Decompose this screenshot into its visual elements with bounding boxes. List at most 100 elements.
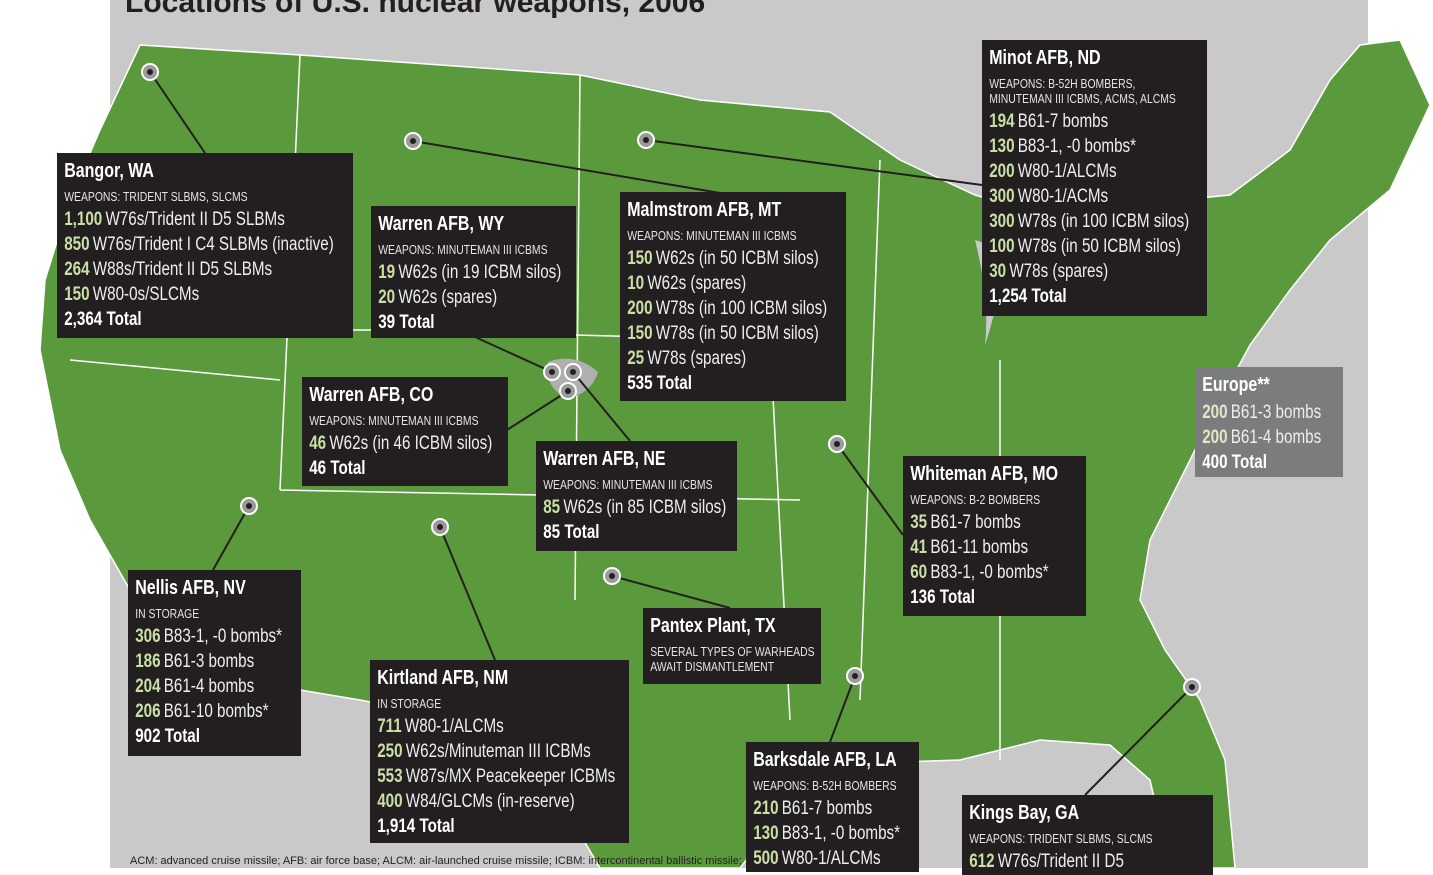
weapon-label: B61-4 bombs: [1230, 427, 1322, 448]
site-dot: [852, 673, 858, 679]
site-dot: [565, 388, 571, 394]
subtitle-line: IN STORAGE: [377, 696, 442, 711]
weapon-label: W80-0s/SLCMs: [92, 284, 200, 305]
subtitle-line: WEAPONS: MINUTEMAN III ICBMS: [378, 242, 548, 257]
weapon-label: W80-1/ALCMs: [404, 716, 504, 737]
weapon-count: 150: [627, 323, 653, 344]
weapon-item: 100 W78s (in 50 ICBM silos): [989, 234, 1200, 259]
weapon-count: 300: [989, 186, 1015, 207]
weapon-count: 60: [910, 562, 928, 583]
box-content: Barksdale AFB, LA WEAPONS: B-52H BOMBERS 2…: [746, 742, 919, 871]
subtitle: IN STORAGE: [377, 696, 622, 711]
weapon-count: 130: [753, 823, 779, 844]
weapon-count: 711: [377, 716, 402, 737]
weapon-item: 200 W80-1/ALCMs: [989, 159, 1200, 184]
subtitle: WEAPONS: TRIDENT SLBMS, SLCMS: [64, 189, 346, 204]
weapon-label: B83-1, -0 bombs*: [781, 823, 901, 844]
location-name: Kings Bay, GA: [969, 802, 1080, 824]
box-content: Malmstrom AFB, MT WEAPONS: MINUTEMAN III …: [620, 192, 846, 396]
weapon-item: 400 W84/GLCMs (in-reserve): [377, 789, 622, 814]
weapon-item: 306 B83-1, -0 bombs*: [135, 624, 294, 649]
location-name: Warren AFB, WY: [378, 213, 505, 235]
box-content: Kings Bay, GA WEAPONS: TRIDENT SLBMS, SLC…: [962, 795, 1213, 874]
weapon-count: 200: [989, 161, 1015, 182]
subtitle: SEVERAL TYPES OF WARHEADS AWAIT DISMANTLE…: [650, 644, 814, 674]
weapon-item: 130 B83-1, -0 bombs*: [989, 134, 1200, 159]
weapon-item: 264 W88s/Trident II D5 SLBMs: [64, 257, 346, 282]
site-dot: [246, 503, 252, 509]
weapon-label: W78s (in 100 ICBM silos): [655, 298, 828, 319]
weapon-count: 306: [135, 626, 161, 647]
weapon-count: 300: [989, 211, 1015, 232]
total: 46 Total: [309, 458, 366, 479]
subtitle-line: IN STORAGE: [135, 606, 200, 621]
weapon-item: 612 W76s/Trident II D5: [969, 849, 1206, 874]
weapon-item: 30 W78s (spares): [989, 259, 1200, 284]
weapon-item: 553 W87s/MX Peacekeeper ICBMs: [377, 764, 622, 789]
total: 400 Total: [1202, 452, 1267, 473]
site-dot: [609, 573, 615, 579]
weapon-item: 10 W62s (spares): [627, 271, 839, 296]
box-content: Nellis AFB, NV IN STORAGE 306 B83-1, -0 bom…: [128, 570, 301, 749]
weapon-count: 612: [969, 851, 995, 872]
total: 1,914 Total: [377, 816, 455, 837]
location-box: Bangor, WA WEAPONS: TRIDENT SLBMS, SLCMS 1…: [57, 153, 353, 338]
weapon-item: 130 B83-1, -0 bombs*: [753, 821, 912, 846]
connector: [439, 526, 496, 661]
weapon-label: W78s (in 100 ICBM silos): [1017, 211, 1190, 232]
subtitle-line: WEAPONS: TRIDENT SLBMS, SLCMS: [64, 189, 248, 204]
weapon-count: 200: [1202, 402, 1228, 423]
weapon-count: 204: [135, 676, 161, 697]
subtitle-line: MINUTEMAN III ICBMS, ACMS, ALCMS: [989, 91, 1176, 106]
weapon-item: 186 B61-3 bombs: [135, 649, 294, 674]
location-box: Minot AFB, ND WEAPONS: B-52H BOMBERS, MINU…: [982, 40, 1207, 316]
total: 1,254 Total: [989, 286, 1067, 307]
connector: [1084, 686, 1193, 796]
weapon-item: 204 B61-4 bombs: [135, 674, 294, 699]
subtitle-line: WEAPONS: TRIDENT SLBMS, SLCMS: [969, 831, 1153, 846]
weapon-item: 200 W78s (in 100 ICBM silos): [627, 296, 839, 321]
weapon-item: 150 W62s (in 50 ICBM silos): [627, 246, 839, 271]
weapon-label: W78s (in 50 ICBM silos): [655, 323, 819, 344]
location-box: Nellis AFB, NV IN STORAGE 306 B83-1, -0 bom…: [128, 570, 301, 756]
site-dot: [643, 137, 649, 143]
weapon-label: B61-4 bombs: [163, 676, 255, 697]
weapon-item: 41 B61-11 bombs: [910, 535, 1079, 560]
weapon-label: W76s/Trident II D5 SLBMs: [105, 209, 285, 230]
connector: [645, 139, 983, 186]
weapon-label: W80-1/ALCMs: [1017, 161, 1117, 182]
weapon-count: 10: [627, 273, 645, 294]
location-box: Barksdale AFB, LA WEAPONS: B-52H BOMBERS 2…: [746, 742, 919, 872]
box-content: Warren AFB, WY WEAPONS: MINUTEMAN III ICB…: [371, 206, 576, 335]
connector: [506, 390, 569, 431]
total: 535 Total: [627, 373, 692, 394]
weapon-count: 35: [910, 512, 928, 533]
weapon-count: 250: [377, 741, 403, 762]
connector: [611, 575, 731, 609]
weapon-label: W76s/Trident I C4 SLBMs (inactive): [92, 234, 334, 255]
site-dot: [147, 69, 153, 75]
weapon-count: 264: [64, 259, 90, 280]
weapon-item: 711 W80-1/ALCMs: [377, 714, 622, 739]
weapon-count: 210: [753, 798, 779, 819]
location-name: Whiteman AFB, MO: [910, 463, 1059, 485]
site-dot: [834, 441, 840, 447]
box-content: Kirtland AFB, NM IN STORAGE 711 W80-1/ALCMs…: [370, 660, 629, 839]
weapon-item: 194 B61-7 bombs: [989, 109, 1200, 134]
title: Locations of U.S. nuclear weapons, 2006: [125, 0, 706, 19]
weapon-item: 150 W80-0s/SLCMs: [64, 282, 346, 307]
weapon-item: 46 W62s (in 46 ICBM silos): [309, 431, 501, 456]
weapon-label: W78s (in 50 ICBM silos): [1017, 236, 1181, 257]
subtitle-line: WEAPONS: B-2 BOMBERS: [910, 492, 1041, 507]
weapon-label: W80-1/ALCMs: [781, 848, 881, 869]
subtitle-line: WEAPONS: B-52H BOMBERS,: [989, 76, 1136, 91]
subtitle: IN STORAGE: [135, 606, 294, 621]
subtitle: WEAPONS: B-52H BOMBERS, MINUTEMAN III ICB…: [989, 76, 1200, 106]
weapon-label: W88s/Trident II D5 SLBMs: [92, 259, 273, 280]
weapon-item: 300 W78s (in 100 ICBM silos): [989, 209, 1200, 234]
location-name: Bangor, WA: [64, 160, 154, 182]
location-box: Warren AFB, NE WEAPONS: MINUTEMAN III ICB…: [536, 441, 737, 551]
weapon-label: B61-10 bombs*: [163, 701, 269, 722]
weapon-item: 25 W78s (spares): [627, 346, 839, 371]
weapon-count: 30: [989, 261, 1007, 282]
